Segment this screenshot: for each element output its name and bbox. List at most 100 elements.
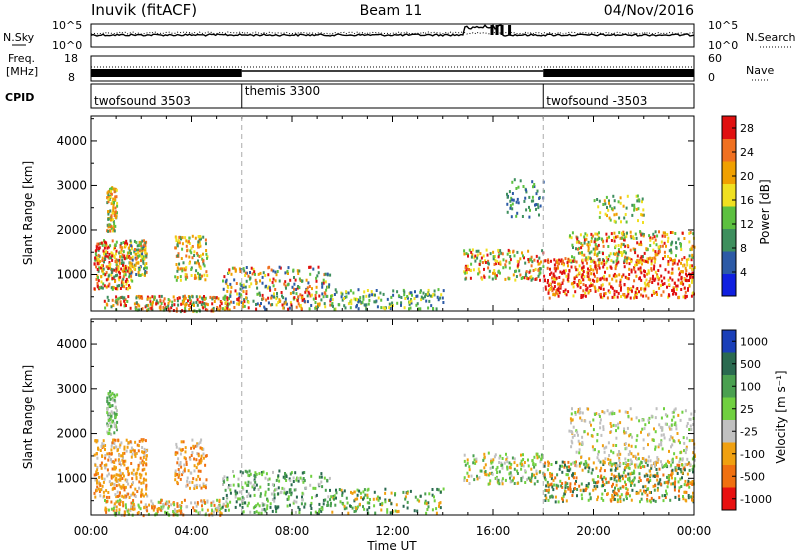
velocity-echo <box>174 471 177 475</box>
velocity-echo <box>644 491 647 495</box>
power-echo <box>108 256 111 260</box>
power-echo <box>107 277 110 281</box>
power-colorbar-label-tick: 28 <box>740 122 754 135</box>
power-echo <box>555 291 558 295</box>
power-echo <box>670 242 673 246</box>
power-echo <box>101 286 104 290</box>
power-echo <box>422 296 425 300</box>
power-echo <box>615 259 618 263</box>
power-echo <box>406 295 409 298</box>
power-echo <box>687 257 690 261</box>
velocity-echo <box>685 424 688 428</box>
power-echo <box>374 300 377 304</box>
velocity-echo <box>118 468 121 472</box>
velocity-echo <box>630 452 633 456</box>
velocity-echo <box>160 505 163 509</box>
velocity-echo <box>384 498 387 502</box>
power-echo <box>464 277 467 281</box>
velocity-echo <box>690 495 693 499</box>
power-echo <box>648 234 651 238</box>
power-echo <box>684 290 687 294</box>
power-echo <box>107 217 110 221</box>
power-echo <box>244 274 247 277</box>
power-echo <box>559 270 562 274</box>
power-echo <box>507 277 510 281</box>
power-echo <box>119 245 122 249</box>
velocity-echo <box>211 509 214 513</box>
power-echo <box>326 294 329 298</box>
velocity-echo <box>594 487 597 491</box>
power-echo <box>196 251 199 255</box>
power-echo <box>130 274 133 278</box>
power-echo <box>649 277 652 281</box>
power-echo <box>484 261 487 264</box>
power-echo <box>646 248 649 252</box>
power-echo <box>642 208 645 212</box>
power-echo <box>176 269 179 273</box>
velocity-echo <box>193 487 196 490</box>
power-echo <box>112 197 115 201</box>
velocity-ylabel: Slant Range [km] <box>21 365 35 469</box>
power-echo <box>524 261 527 265</box>
velocity-echo <box>501 457 504 460</box>
velocity-echo <box>137 511 140 514</box>
velocity-echo <box>180 506 182 510</box>
power-echo <box>581 243 584 247</box>
power-echo <box>620 253 623 257</box>
power-echo <box>197 240 200 244</box>
power-echo <box>625 235 628 239</box>
velocity-echo <box>683 449 685 453</box>
velocity-echo <box>106 430 109 434</box>
power-echo <box>496 260 499 264</box>
power-echo <box>113 275 116 279</box>
velocity-echo <box>188 480 191 484</box>
power-echo <box>195 261 198 265</box>
velocity-echo <box>98 490 101 493</box>
velocity-echo <box>105 510 108 514</box>
power-echo <box>98 286 101 290</box>
velocity-echo <box>533 482 536 486</box>
power-echo <box>678 273 681 277</box>
velocity-echo <box>438 504 440 508</box>
velocity-echo <box>297 505 300 509</box>
power-echo <box>183 297 186 301</box>
velocity-echo <box>342 502 345 506</box>
power-echo <box>284 297 287 301</box>
velocity-echo <box>597 458 600 462</box>
power-echo <box>597 205 600 209</box>
power-echo <box>494 272 496 276</box>
velocity-echo <box>116 490 119 494</box>
velocity-echo <box>200 438 203 442</box>
power-echo <box>660 274 663 278</box>
power-echo <box>243 269 246 273</box>
velocity-echo <box>484 463 487 467</box>
power-echo <box>218 308 221 312</box>
power-echo <box>587 291 590 295</box>
power-echo <box>95 265 98 269</box>
power-echo <box>206 256 208 260</box>
power-echo <box>201 297 204 301</box>
velocity-echo <box>656 486 659 490</box>
power-echo <box>426 294 429 297</box>
velocity-echo <box>255 504 258 508</box>
power-echo <box>101 243 104 247</box>
power-echo <box>149 296 152 300</box>
velocity-echo <box>653 488 656 492</box>
power-echo <box>307 281 310 285</box>
velocity-echo <box>533 473 536 477</box>
power-echo <box>190 274 193 277</box>
power-echo <box>642 259 645 263</box>
velocity-echo <box>120 463 122 467</box>
velocity-echo <box>608 454 611 457</box>
velocity-echo <box>669 435 672 439</box>
velocity-echo <box>115 425 117 429</box>
velocity-echo <box>604 477 607 481</box>
velocity-echo <box>661 426 664 430</box>
power-echo <box>590 282 592 286</box>
velocity-echo <box>692 451 695 455</box>
power-echo <box>316 274 319 278</box>
velocity-echo <box>566 486 569 489</box>
velocity-echo <box>363 507 366 511</box>
power-echo <box>609 218 612 222</box>
power-echo <box>114 243 117 247</box>
